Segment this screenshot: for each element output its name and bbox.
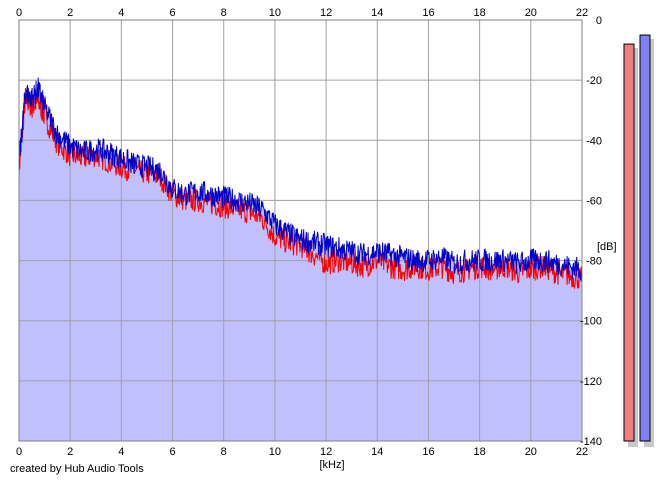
y-tick-label--100: -100 [580,316,602,328]
y-tick-label--20: -20 [586,75,602,87]
x-tick-label-20: 20 [525,7,537,19]
x-tick-label-14: 14 [371,446,383,458]
y-tick-label--40: -40 [586,135,602,147]
credit-text: created by Hub Audio Tools [10,463,144,475]
x-tick-label-6: 6 [169,446,175,458]
x-tick-label-2: 2 [67,7,73,19]
level-meter-right [639,34,651,442]
x-tick-label-4: 4 [118,7,124,19]
x-tick-label-0: 0 [16,446,22,458]
x-tick-label-18: 18 [474,446,486,458]
plot-frame [18,19,583,442]
y-axis-label: [dB] [597,241,617,253]
y-tick-label--60: -60 [586,195,602,207]
x-tick-label-10: 10 [269,446,281,458]
x-tick-label-18: 18 [474,7,486,19]
x-tick-label-2: 2 [67,446,73,458]
x-tick-label-22: 22 [576,7,588,19]
x-tick-labels-bottom: 0 2 4 6 8 10 12 14 16 18 20 22 [16,446,588,458]
x-tick-label-6: 6 [169,7,175,19]
y-tick-label--140: -140 [580,436,602,448]
y-tick-label--120: -120 [580,376,602,388]
series-line-right [18,77,583,283]
x-tick-label-8: 8 [221,446,227,458]
level-meters [623,34,654,448]
x-tick-label-12: 12 [320,7,332,19]
x-tick-label-10: 10 [269,7,281,19]
x-tick-label-16: 16 [422,446,434,458]
y-tick-labels: 0 -20 -40 -60 -80 -100 -120 -140 [580,15,602,448]
x-tick-label-8: 8 [221,7,227,19]
x-tick-label-22: 22 [576,446,588,458]
x-tick-label-0: 0 [16,7,22,19]
y-tick-label--80: -80 [586,256,602,268]
y-tick-label-0: 0 [596,15,602,27]
x-tick-label-16: 16 [422,7,434,19]
x-axis-label: [kHz] [319,459,344,471]
x-tick-label-14: 14 [371,7,383,19]
x-tick-labels-top: 0 2 4 6 8 10 12 14 16 18 20 22 [16,7,588,19]
level-meter-left [623,43,635,442]
x-tick-label-4: 4 [118,446,124,458]
x-tick-label-20: 20 [525,446,537,458]
x-tick-label-12: 12 [320,446,332,458]
